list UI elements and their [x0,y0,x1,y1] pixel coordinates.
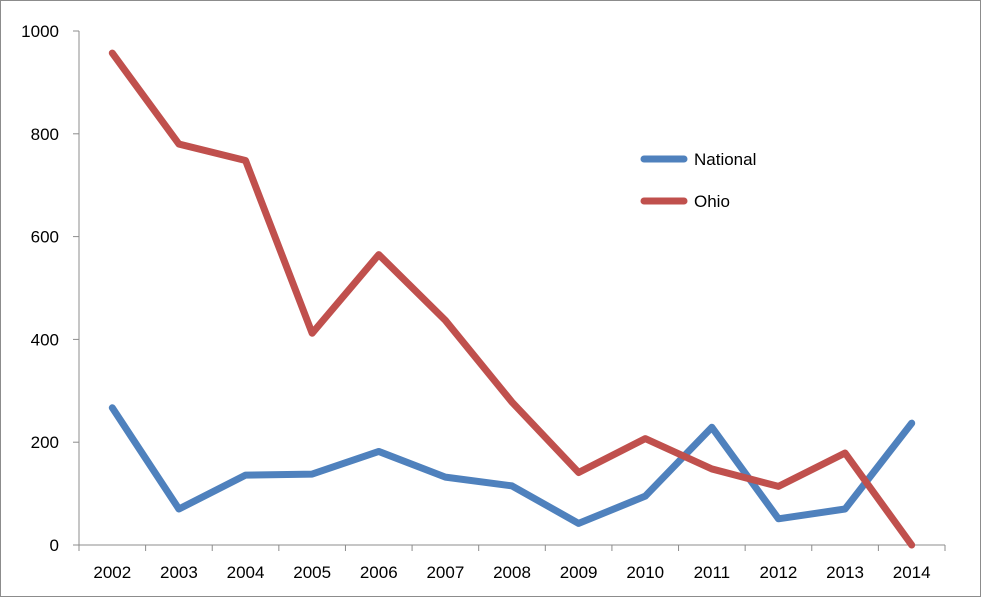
legend-label-ohio: Ohio [694,192,730,211]
x-tick-label: 2006 [360,563,398,582]
y-tick-label: 600 [31,228,59,247]
y-tick-label: 1000 [21,22,59,41]
x-tick-label: 2012 [760,563,798,582]
x-tick-label: 2011 [694,563,731,582]
x-tick-label: 2008 [493,563,531,582]
x-tick-label: 2004 [227,563,265,582]
series-line-ohio [108,49,916,549]
series-layer [108,49,916,549]
x-tick-label: 2007 [426,563,464,582]
x-tick-label: 2005 [293,563,331,582]
x-tick-label: 2010 [626,563,664,582]
y-tick-label: 800 [31,125,59,144]
axes: 0 200 400 600 800 1000 2002 2003 2004 2005 2006 200… [21,22,946,582]
x-tick-label: 2009 [560,563,598,582]
y-tick-label: 400 [31,330,59,349]
x-tick-label: 2014 [893,563,931,582]
y-tick-label: 200 [31,433,59,452]
x-tick-label: 2013 [826,563,864,582]
legend: National Ohio [640,150,756,211]
x-tick-label: 2002 [93,563,131,582]
x-tick-label: 2003 [160,563,198,582]
y-tick-label: 0 [50,536,59,555]
legend-label-national: National [694,150,756,169]
series-line-national [108,404,916,527]
